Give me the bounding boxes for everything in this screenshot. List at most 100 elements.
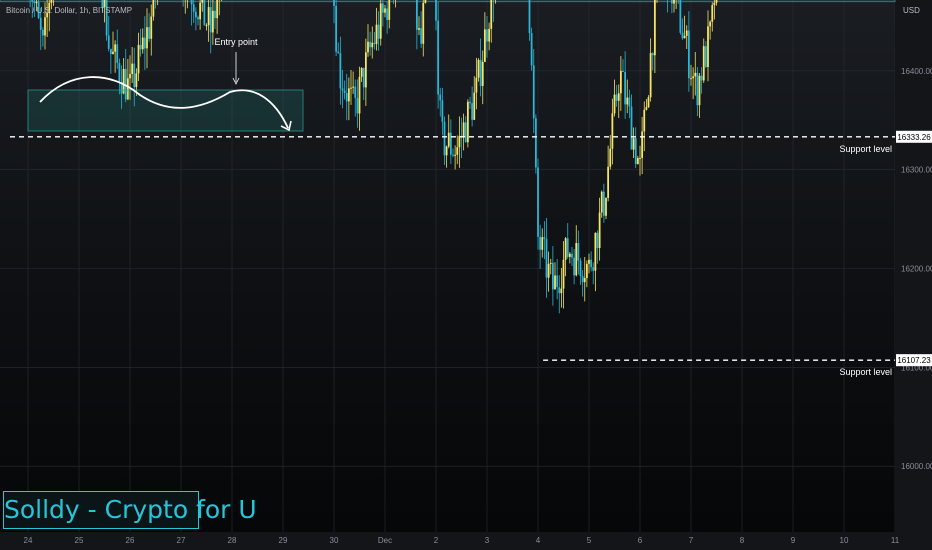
candle-body xyxy=(352,86,355,88)
candle xyxy=(667,0,669,13)
candle-body xyxy=(199,2,202,20)
currency-label: USD xyxy=(903,6,920,15)
candle-body xyxy=(386,8,389,20)
candle-body xyxy=(709,21,712,27)
candle xyxy=(702,38,705,83)
candle xyxy=(109,48,112,74)
candle-body xyxy=(126,78,129,100)
candle xyxy=(545,217,548,298)
candle xyxy=(707,10,709,82)
candle-body xyxy=(214,10,216,19)
candle-body xyxy=(707,26,709,67)
candle xyxy=(458,116,461,168)
candle xyxy=(443,116,446,166)
candle-body xyxy=(469,101,471,104)
candle xyxy=(549,258,552,275)
candle-body xyxy=(122,68,125,94)
candle xyxy=(624,51,627,119)
candle-body xyxy=(543,237,546,239)
candle xyxy=(35,0,38,12)
candle xyxy=(139,28,142,57)
candle xyxy=(649,38,652,102)
candle xyxy=(445,145,448,168)
candle xyxy=(214,1,216,29)
candle-body xyxy=(203,0,206,26)
support-zone xyxy=(0,0,896,3)
candle-body xyxy=(105,0,108,36)
candle-body xyxy=(129,73,131,79)
candle xyxy=(101,0,104,13)
candle xyxy=(466,99,469,148)
candle xyxy=(192,0,195,23)
candle xyxy=(639,145,641,176)
candle xyxy=(619,56,622,111)
candle-body xyxy=(679,0,682,33)
candle xyxy=(568,252,571,264)
candle xyxy=(120,65,123,109)
candle xyxy=(211,0,214,45)
candle-body xyxy=(141,37,144,50)
candle-body xyxy=(439,94,442,101)
candle-body xyxy=(209,7,212,33)
candle xyxy=(611,98,614,165)
candle xyxy=(152,0,155,21)
candle-body xyxy=(216,0,219,19)
candle xyxy=(486,15,488,58)
candle xyxy=(469,96,471,110)
candle xyxy=(562,241,565,309)
candle xyxy=(155,0,156,9)
price-tag-label: 16333.26 xyxy=(897,133,931,142)
candle xyxy=(112,31,114,55)
candle xyxy=(581,270,584,297)
candle xyxy=(454,145,457,170)
candle-body xyxy=(135,73,138,88)
candle-body xyxy=(692,76,695,79)
candle xyxy=(335,0,338,57)
candle xyxy=(645,99,648,111)
candle xyxy=(543,221,546,260)
candle-body xyxy=(449,132,452,155)
candle xyxy=(133,47,136,107)
candle xyxy=(44,2,46,50)
x-tick-label: 28 xyxy=(228,536,237,545)
candle-body xyxy=(690,78,692,80)
candle-body xyxy=(532,65,535,119)
candle-body xyxy=(607,166,610,198)
x-tick-label: 6 xyxy=(638,536,643,545)
candle xyxy=(592,262,595,285)
candle-body xyxy=(558,287,561,294)
candle xyxy=(360,67,363,82)
candle-body xyxy=(114,44,117,52)
candle xyxy=(471,86,474,127)
candle xyxy=(670,0,673,14)
candle-body xyxy=(33,1,36,4)
candle xyxy=(118,58,121,95)
candle-body xyxy=(447,132,450,147)
time-axis xyxy=(0,532,895,550)
candle-body xyxy=(571,253,573,258)
candle-body xyxy=(556,275,559,288)
candle-body xyxy=(715,0,718,3)
candle xyxy=(333,0,335,24)
entry-pointer-head xyxy=(232,77,240,85)
candle xyxy=(148,13,151,42)
candle-body xyxy=(377,24,380,39)
candle-body xyxy=(554,275,556,290)
candle xyxy=(190,0,193,26)
candle-body xyxy=(373,42,376,45)
candle-body xyxy=(568,253,571,257)
candle xyxy=(31,0,34,18)
candle xyxy=(207,0,210,42)
candle xyxy=(681,18,684,40)
candle-body xyxy=(44,17,46,36)
candle xyxy=(711,2,714,32)
candle xyxy=(447,114,450,149)
candle-body xyxy=(109,48,112,55)
candle-body xyxy=(369,41,372,48)
illustration-box xyxy=(27,89,304,132)
candle xyxy=(377,11,380,51)
candle-body xyxy=(530,33,533,66)
candle-body xyxy=(592,267,595,271)
candle-body xyxy=(197,17,199,20)
